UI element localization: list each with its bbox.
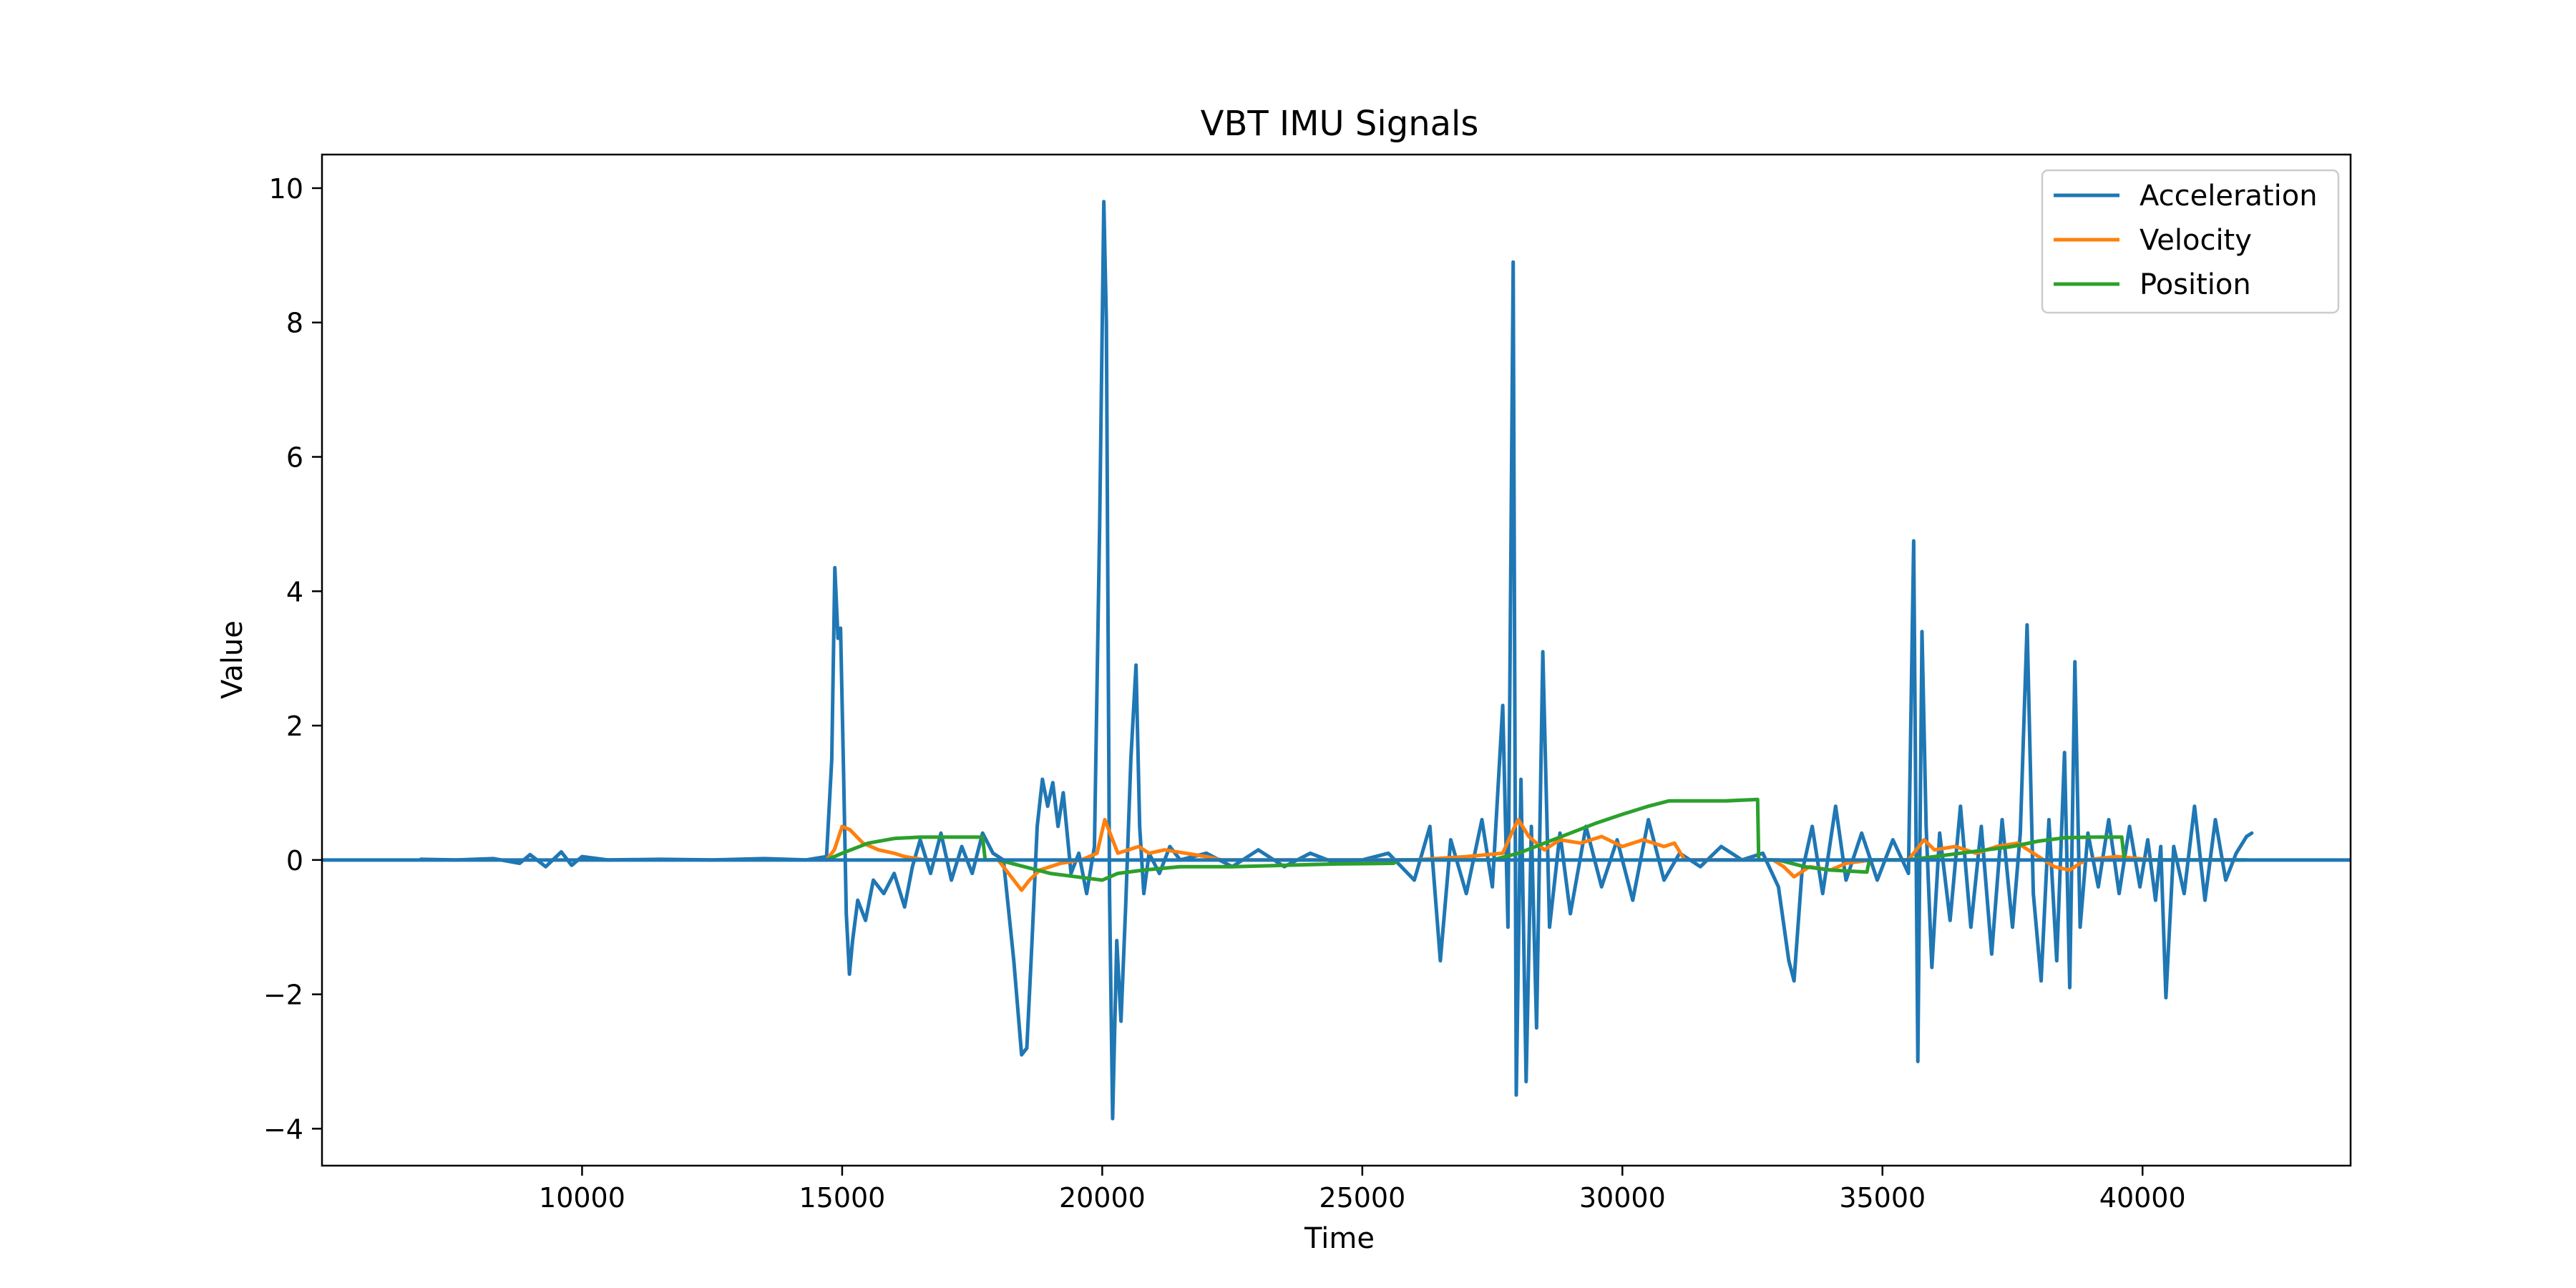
y-tick-label: 10 xyxy=(269,173,303,205)
x-axis-label: Time xyxy=(1304,1222,1375,1255)
legend-label-velocity: Velocity xyxy=(2140,224,2252,257)
legend: Acceleration Velocity Position xyxy=(2041,169,2340,314)
chart-title: VBT IMU Signals xyxy=(1201,104,1479,144)
y-tick-label: 0 xyxy=(286,845,303,877)
y-tick-label: 8 xyxy=(286,308,303,339)
x-tick-label: 20000 xyxy=(1059,1182,1146,1214)
series-line-velocity xyxy=(824,818,2238,892)
y-tick-label: 6 xyxy=(286,441,303,473)
series-line-acceleration xyxy=(419,200,2254,1121)
y-axis-label: Value xyxy=(216,620,249,699)
x-tick-label: 35000 xyxy=(1839,1182,1926,1214)
legend-label-position: Position xyxy=(2140,268,2251,301)
x-tick-label: 25000 xyxy=(1319,1182,1405,1214)
y-tick-label: −4 xyxy=(263,1113,303,1145)
y-tick-label: −2 xyxy=(263,980,303,1011)
y-tick-label: 2 xyxy=(286,711,303,742)
series-layer xyxy=(322,200,2351,1121)
legend-label-acceleration: Acceleration xyxy=(2140,180,2318,213)
plot-frame xyxy=(321,153,2352,1167)
y-axis-ticks: −4 −2 0 2 4 6 8 10 xyxy=(263,173,322,1145)
legend-box xyxy=(2041,169,2340,314)
x-tick-label: 40000 xyxy=(2099,1182,2186,1214)
x-axis-ticks: 10000 15000 20000 25000 30000 35000 40000 xyxy=(539,1166,2186,1214)
x-tick-label: 10000 xyxy=(539,1182,625,1214)
x-tick-label: 15000 xyxy=(799,1182,885,1214)
y-tick-label: 4 xyxy=(286,576,303,608)
x-tick-label: 30000 xyxy=(1579,1182,1666,1214)
